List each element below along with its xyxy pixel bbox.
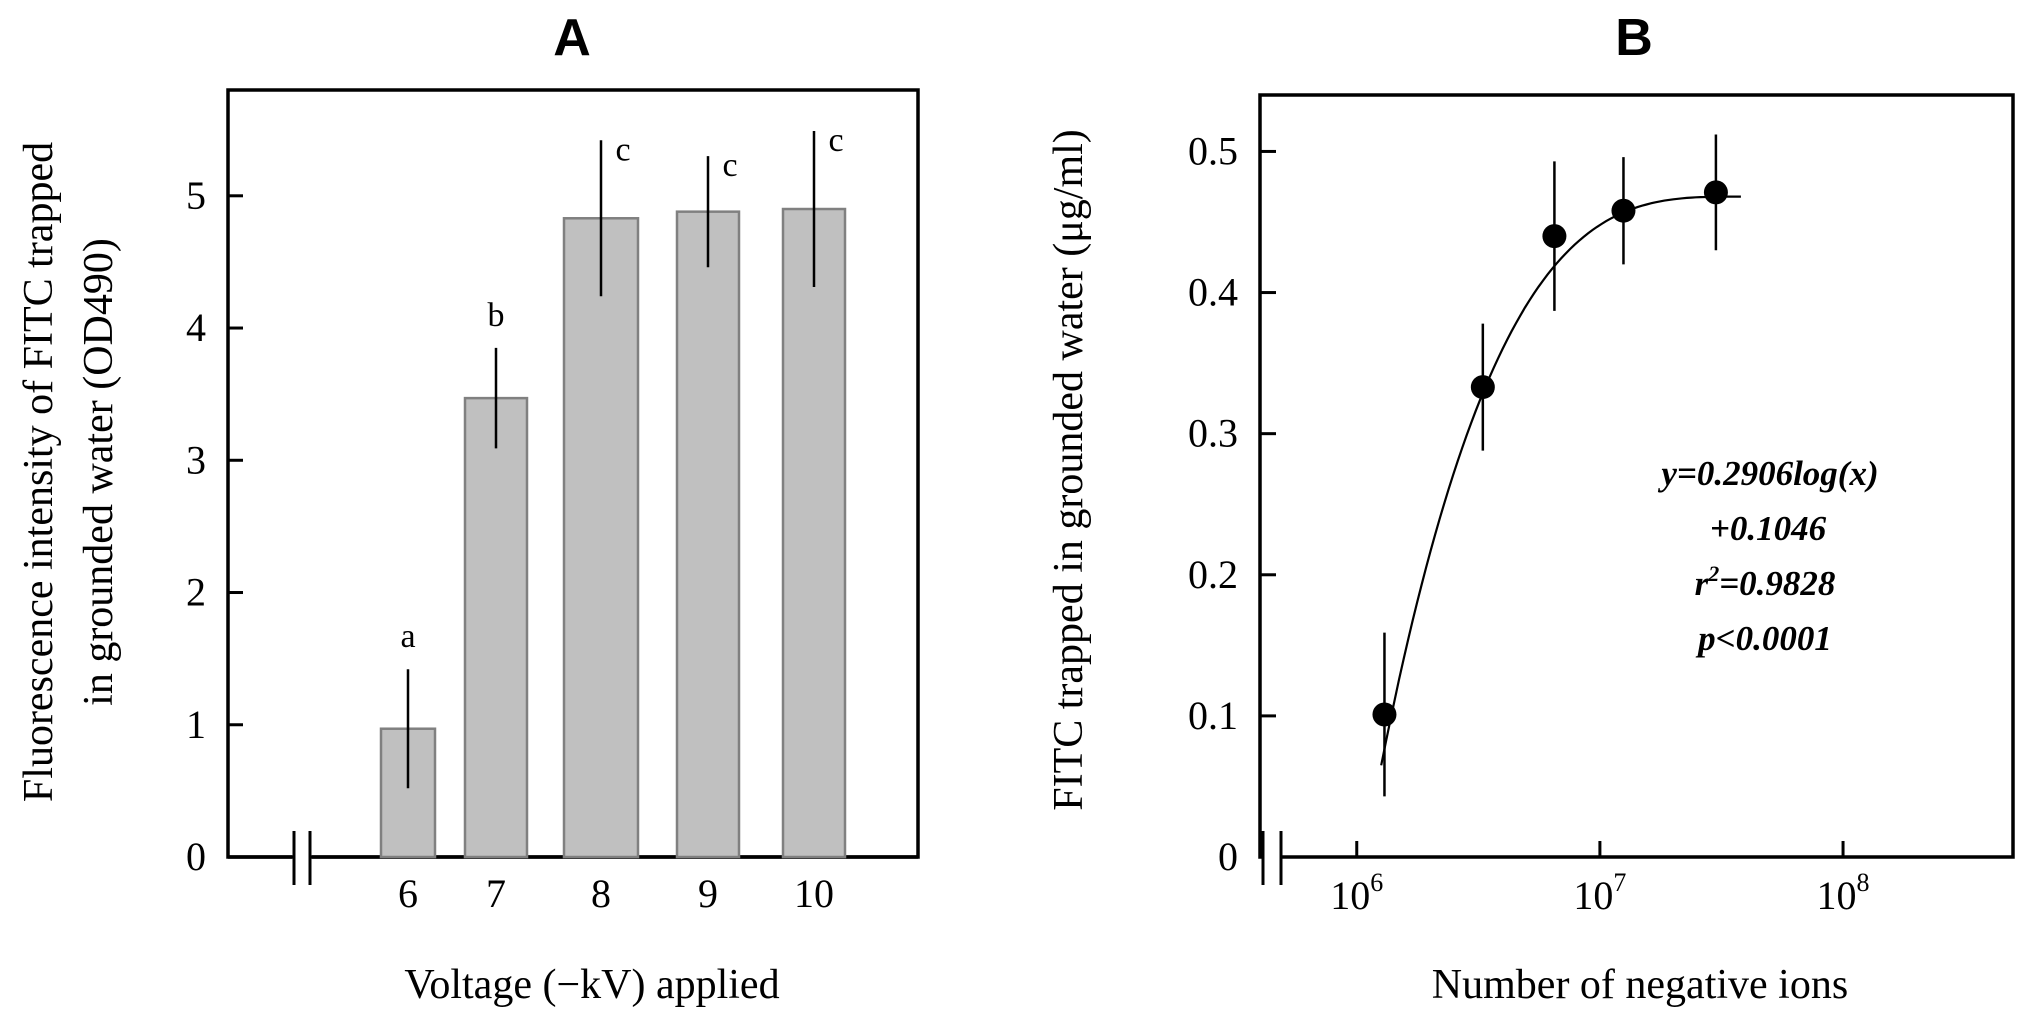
panel-b-equation-line1: y=0.2906log(x) — [1657, 454, 1878, 493]
panel-b: B 00.10.20.30.40.5 106 107 108 y=0.2906log… — [1046, 9, 2015, 1008]
panel-a-y-ticks: 0 1 2 3 4 5 — [186, 173, 243, 879]
panel-b-r-value: =0.9828 — [1719, 564, 1835, 603]
panel-b-r-squared: r2=0.9828 — [1695, 561, 1836, 603]
panel-b-r-prefix: r — [1695, 564, 1709, 603]
panel-a-break-gap — [294, 852, 310, 862]
panel-b-p-value: p<0.0001 — [1695, 619, 1832, 658]
panel-b-y-tick-label: 0.3 — [1188, 411, 1238, 456]
panel-b-x-tick-exponent: 8 — [1857, 868, 1870, 897]
panel-b-x-tick-label: 107 — [1573, 868, 1626, 918]
panel-b-y-tick-label: 0.4 — [1188, 270, 1238, 315]
panel-b-x-tick-exponent: 7 — [1613, 868, 1626, 897]
panel-a-x-tick-label: 10 — [794, 871, 834, 916]
panel-b-y-tick-label: 0.1 — [1188, 693, 1238, 738]
panel-b-data-point — [1372, 702, 1397, 727]
panel-a-x-tick-label: 9 — [698, 871, 718, 916]
panel-a-significance-letter: c — [828, 122, 843, 159]
panel-b-y-tick-label: 0.2 — [1188, 552, 1238, 597]
panel-b-y-ticks: 0 0.1 0.2 0.3 0.4 0.5 — [1188, 128, 1276, 879]
panel-b-data-point — [1703, 180, 1728, 205]
panel-a: A 0 1 2 3 4 5 a b c c c 6 7 8 9 10 Voltage (−kV) appl… — [16, 9, 920, 1008]
panel-a-letter: A — [553, 9, 591, 67]
panel-a-y-tick-label: 1 — [186, 702, 206, 747]
panel-a-significance-letter: c — [722, 147, 737, 184]
panel-b-frame — [1258, 93, 2015, 859]
panel-a-y-axis-label-line2: in grounded water (OD490) — [76, 238, 122, 706]
panel-b-x-tick-label: 106 — [1330, 868, 1383, 918]
panel-a-significance-letters: a b c c c — [400, 122, 843, 655]
panel-a-y-tick-label: 2 — [186, 570, 206, 615]
panel-a-significance-letter: a — [400, 618, 415, 655]
panel-b-y-axis-label: FITC trapped in grounded water (μg/ml) — [1046, 129, 1092, 811]
panel-b-letter: B — [1615, 9, 1653, 67]
panel-b-equation-line2: +0.1046 — [1710, 509, 1827, 548]
panel-b-x-tick-base: 10 — [1330, 873, 1370, 918]
panel-b-break-gap — [1263, 852, 1281, 862]
panel-b-x-tick-base: 10 — [1573, 873, 1613, 918]
panel-b-x-axis-label: Number of negative ions — [1432, 962, 1848, 1008]
panel-b-x-ticks: 106 107 108 — [1330, 841, 1870, 918]
panel-a-x-tick-label: 6 — [398, 871, 418, 916]
panel-b-data-point — [1470, 375, 1495, 400]
panel-a-y-axis-label-line1: Fluorescence intensity of FITC trapped — [16, 142, 62, 802]
panel-b-equation: y=0.2906log(x) +0.1046 r2=0.9828 p<0.000… — [1657, 454, 1878, 658]
panel-b-data-points — [1372, 180, 1728, 727]
panel-a-significance-letter: c — [615, 131, 630, 168]
panel-a-bar — [463, 396, 529, 859]
panel-b-x-tick-base: 10 — [1817, 873, 1857, 918]
panel-b-x-tick-label: 108 — [1817, 868, 1870, 918]
panel-b-fit-curve — [1380, 195, 1741, 766]
panel-b-data-point — [1542, 224, 1567, 249]
panel-a-bar — [562, 217, 640, 859]
panel-a-x-tick-label: 7 — [486, 871, 506, 916]
panel-a-y-tick-label: 0 — [186, 834, 206, 879]
panel-a-x-axis-label: Voltage (−kV) applied — [404, 962, 779, 1008]
panel-b-r-superscript: 2 — [1707, 561, 1719, 586]
panel-a-bars — [379, 207, 847, 859]
panel-a-significance-letter: b — [488, 297, 505, 334]
panel-b-y-tick-label: 0 — [1218, 834, 1238, 879]
panel-a-y-tick-label: 5 — [186, 173, 206, 218]
panel-a-x-tick-labels: 6 7 8 9 10 — [398, 871, 834, 916]
panel-a-error-bars — [406, 130, 816, 789]
panel-b-y-tick-label: 0.5 — [1188, 128, 1238, 173]
panel-a-y-tick-label: 3 — [186, 437, 206, 482]
panel-a-y-tick-label: 4 — [186, 305, 206, 350]
panel-b-x-tick-exponent: 6 — [1370, 868, 1383, 897]
panel-a-bar — [781, 207, 847, 859]
panel-a-bar — [675, 210, 741, 859]
panel-a-x-tick-label: 8 — [591, 871, 611, 916]
panel-b-data-point — [1611, 198, 1636, 223]
